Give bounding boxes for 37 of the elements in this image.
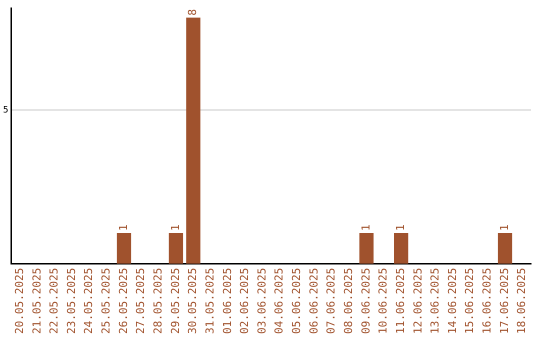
data-label: 1 [394, 224, 407, 232]
x-tick-label: 30.05.2025 [186, 268, 200, 334]
x-tick-label: 04.06.2025 [272, 268, 286, 334]
x-tick-label: 05.06.2025 [290, 268, 304, 334]
x-tick-label: 26.05.2025 [116, 268, 130, 334]
x-tick-label: 12.06.2025 [411, 268, 424, 334]
x-tick-label: 22.05.2025 [48, 268, 61, 334]
x-tick-label: 31.05.2025 [203, 268, 216, 334]
data-label: 1 [168, 224, 182, 232]
x-tick-label: 24.05.2025 [82, 268, 96, 334]
x-tick-label: 09.06.2025 [359, 268, 372, 334]
x-tick-label: 17.06.2025 [498, 268, 511, 334]
x-tick-label: 08.06.2025 [342, 268, 356, 334]
x-tick-label: 07.06.2025 [324, 268, 338, 334]
x-tick-label: 14.06.2025 [446, 268, 459, 334]
x-tick-label: 11.06.2025 [394, 268, 407, 334]
x-tick-label: 27.05.2025 [134, 268, 148, 334]
x-tick-label: 28.05.2025 [151, 268, 164, 334]
data-label: 1 [359, 224, 372, 232]
x-tick-label: 01.06.2025 [220, 268, 234, 334]
x-tick-label: 06.06.2025 [307, 268, 320, 334]
y-tick-label: 5 [2, 105, 8, 116]
x-tick-label: 10.06.2025 [376, 268, 390, 334]
x-tick-label: 21.05.2025 [30, 268, 44, 334]
x-tick-label: 16.06.2025 [480, 268, 494, 334]
x-tick-label: 13.06.2025 [428, 268, 442, 334]
x-tick-label: 02.06.2025 [238, 268, 252, 334]
x-tick-label: 03.06.2025 [255, 268, 268, 334]
data-label: 8 [186, 9, 200, 16]
x-tick-label: 20.05.2025 [12, 268, 26, 334]
x-tick-label: 25.05.2025 [100, 268, 113, 334]
data-label: 1 [498, 224, 511, 232]
data-label: 1 [116, 224, 130, 232]
x-tick-label: 15.06.2025 [463, 268, 476, 334]
x-tick-label: 18.06.2025 [515, 268, 528, 334]
x-tick-label: 29.05.2025 [168, 268, 182, 334]
x-tick-label: 23.05.2025 [64, 268, 78, 334]
